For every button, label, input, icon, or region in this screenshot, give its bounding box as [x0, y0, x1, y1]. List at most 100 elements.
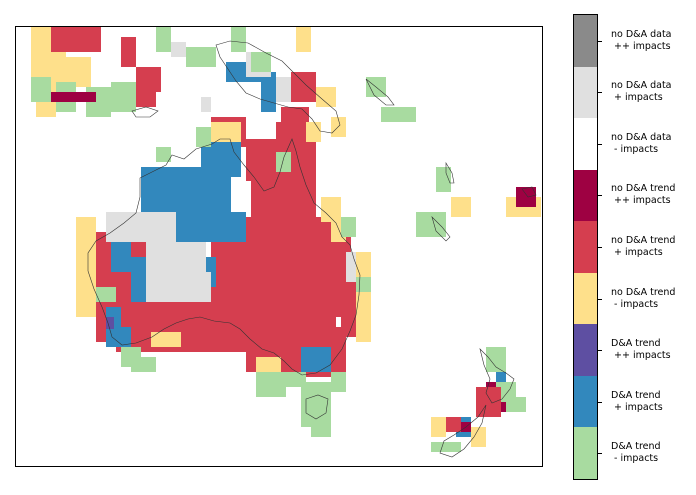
- colorbar-tick: [598, 247, 602, 248]
- colorbar-label: D&A trend ++ impacts: [611, 338, 671, 361]
- map-grid-cell: [381, 107, 416, 122]
- colorbar-tick: [598, 350, 602, 351]
- map-grid-cell: [151, 332, 181, 347]
- colorbar-segment: [574, 169, 597, 222]
- map-grid-cell: [51, 92, 96, 102]
- map-grid-cell: [306, 122, 321, 142]
- map-grid-cell: [261, 72, 276, 112]
- map-grid-cell: [476, 387, 501, 417]
- map-grid-cell: [106, 317, 114, 329]
- map-grid-cell: [131, 257, 146, 302]
- map-grid-cell: [211, 122, 241, 142]
- coastline-vanuatu: [445, 161, 455, 184]
- coastline-fiji: [521, 186, 537, 198]
- colorbar-label: D&A trend + impacts: [611, 390, 663, 413]
- map-grid-cell: [251, 52, 271, 72]
- map-grid-cell: [121, 37, 136, 67]
- map-grid-cell: [346, 252, 356, 282]
- map-grid-cell: [321, 197, 341, 222]
- colorbar-segment: [574, 324, 597, 377]
- colorbar-segment: [574, 272, 597, 325]
- colorbar-segment: [574, 118, 597, 171]
- colorbar-tick: [598, 92, 602, 93]
- map-grid-cell: [516, 187, 536, 207]
- colorbar-tick: [598, 41, 602, 42]
- colorbar-tick: [598, 195, 602, 196]
- colorbar-tick: [598, 453, 602, 454]
- colorbar-segment: [574, 15, 597, 67]
- map-grid-cell: [431, 417, 446, 437]
- map-grid-cell: [146, 242, 206, 272]
- map-grid-cell: [341, 307, 356, 337]
- colorbar-tick: [598, 402, 602, 403]
- map-grid-cell: [356, 277, 371, 292]
- map-grid-cell: [436, 167, 451, 192]
- map-grid-cell: [301, 347, 331, 372]
- colorbar-segment: [574, 375, 597, 428]
- colorbar-label: no D&A data + impacts: [611, 80, 672, 103]
- coastline-new-guinea: [215, 40, 341, 134]
- map-grid-cell: [106, 212, 176, 242]
- map-grid-cell: [256, 372, 286, 397]
- map-grid-cell: [31, 77, 51, 102]
- map-grid-cell: [301, 382, 331, 407]
- coastlines: [87, 40, 537, 458]
- map-grid-cell: [331, 117, 346, 137]
- coastline-nz-south: [439, 404, 487, 458]
- map-grid-cell: [136, 87, 156, 107]
- colorbar-tick: [598, 299, 602, 300]
- coastline-tasmania: [305, 394, 329, 420]
- map-grid-cell: [341, 217, 356, 237]
- map-grid-cell: [356, 292, 371, 342]
- map-grid-cell: [121, 327, 131, 347]
- map-grid-cell: [76, 217, 96, 292]
- colorbar: [573, 14, 598, 480]
- colorbar-label: no D&A data - impacts: [611, 132, 672, 155]
- map-grid-cells: [31, 27, 541, 452]
- coastline-timor: [131, 106, 159, 118]
- map-grid-cell: [431, 442, 461, 452]
- map-grid-cell: [471, 427, 486, 447]
- australia-oceania-map: [31, 27, 541, 458]
- map-grid-cell: [296, 27, 311, 52]
- map-grid-cell: [416, 212, 446, 237]
- colorbar-label: no D&A data ++ impacts: [611, 29, 672, 52]
- map-grid-cell: [246, 139, 281, 181]
- colorbar-label: no D&A trend + impacts: [611, 235, 676, 258]
- map-grid-cell: [316, 87, 336, 107]
- map-grid-cell: [356, 252, 371, 277]
- map-grid-cell: [276, 152, 291, 172]
- map-grid-cell: [156, 27, 171, 52]
- map-grid-cell: [131, 357, 156, 372]
- map-grid-cell: [146, 272, 211, 302]
- colorbar-segment: [574, 66, 597, 119]
- map-grid-cell: [171, 42, 186, 57]
- map-grid-cell: [51, 27, 101, 52]
- map-grid-cell: [111, 242, 131, 272]
- map-grid-cell: [176, 217, 216, 242]
- map-grid-cell: [196, 127, 211, 147]
- colorbar-tick: [598, 144, 602, 145]
- colorbar-label: D&A trend - impacts: [611, 441, 661, 464]
- map-grid-cell: [446, 417, 461, 432]
- map-grid-cell: [231, 27, 246, 52]
- map-grid-cell: [486, 347, 506, 372]
- map-grid-cell: [76, 292, 96, 317]
- map-grid-cell: [291, 72, 316, 102]
- map-panel: [15, 26, 543, 467]
- map-grid-cell: [511, 397, 526, 412]
- colorbar-label: no D&A trend ++ impacts: [611, 183, 676, 206]
- map-grid-cell: [96, 287, 116, 302]
- map-grid-cell: [256, 357, 281, 372]
- map-grid-cell: [216, 212, 246, 242]
- map-grid-cell: [201, 97, 211, 112]
- coastline-solomons: [365, 78, 395, 106]
- colorbar-label: no D&A trend - impacts: [611, 287, 676, 310]
- map-grid-cell: [186, 47, 216, 67]
- colorbar-segment: [574, 427, 597, 480]
- coastline-australia: [87, 138, 361, 376]
- colorbar-segment: [574, 221, 597, 274]
- map-grid-cell: [311, 422, 331, 437]
- coastline-nz-north: [479, 348, 515, 404]
- map-grid-cell: [111, 82, 136, 112]
